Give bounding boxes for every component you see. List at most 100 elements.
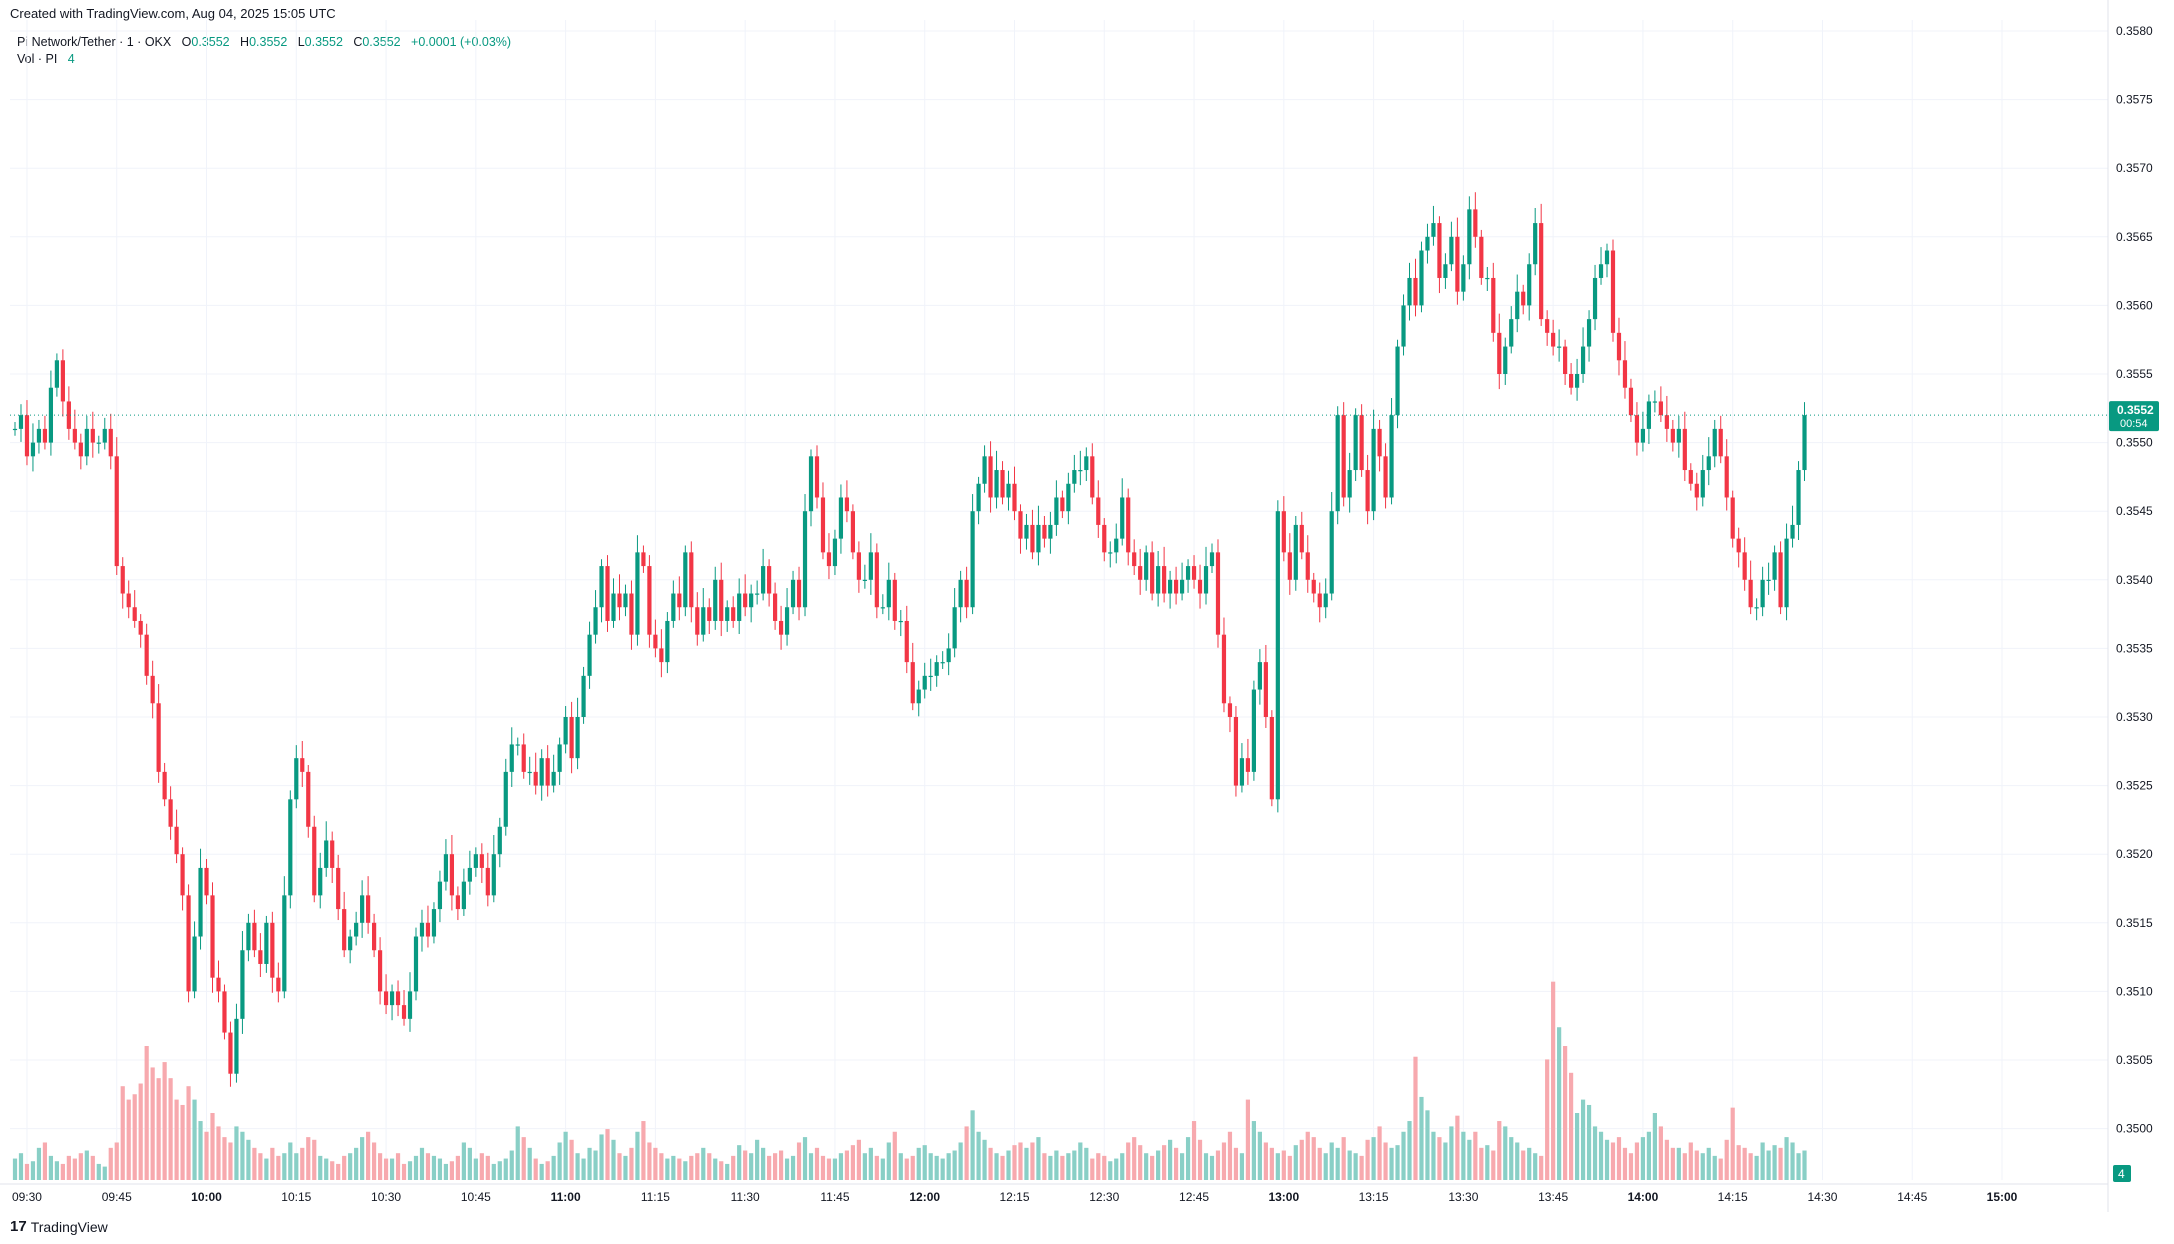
volume-bar [1287, 1155, 1292, 1180]
time-tick-label: 14:30 [1807, 1190, 1837, 1204]
volume-bar [210, 1113, 215, 1180]
watermark-created-text: Created with TradingView.com, Aug 04, 20… [10, 6, 336, 21]
candle-body [1084, 456, 1089, 471]
candle-body [240, 950, 245, 1019]
volume-bar [1317, 1147, 1322, 1180]
volume-bar [461, 1142, 466, 1180]
volume-bar [772, 1153, 778, 1180]
volume-bar [1473, 1131, 1478, 1180]
candle-body [1790, 524, 1795, 539]
candle-body [1335, 415, 1340, 512]
candle-body [874, 552, 879, 608]
price-axis[interactable]: 0.3580 0.3575 0.3570 0.3565 0.3560 0.3555 0.35… [2116, 24, 2153, 1136]
volume-bar [916, 1147, 921, 1180]
candle-body [826, 552, 832, 567]
volume-bar [24, 1163, 30, 1180]
tradingview-logo[interactable]: 17 TradingView [10, 1218, 108, 1235]
volume-bar [1736, 1145, 1741, 1180]
volume-bar [1688, 1142, 1693, 1180]
volume-bar [150, 1067, 155, 1180]
volume-bar [1173, 1147, 1179, 1180]
candle-body [1443, 264, 1448, 278]
volume-bar [330, 1161, 335, 1180]
candle-body [1042, 524, 1047, 539]
candle-body [270, 922, 275, 978]
candle-body [138, 620, 143, 635]
volume-bar [1598, 1131, 1604, 1180]
candle-body [1030, 524, 1035, 553]
volume-bar [563, 1131, 568, 1180]
candle-body [808, 456, 814, 512]
volume-bar [1162, 1145, 1167, 1180]
candle-body [324, 840, 329, 868]
volume-bar [749, 1153, 754, 1180]
candle-body [54, 360, 59, 388]
symbol-name[interactable]: Pi Network/Tether · 1 · OKX [17, 35, 172, 49]
candle-body [306, 771, 311, 827]
volume-bar [1156, 1150, 1161, 1180]
candle-body [1353, 415, 1358, 471]
volume-bar [1329, 1142, 1334, 1180]
volume-bar [90, 1155, 95, 1180]
volume-bar [306, 1137, 311, 1180]
volume-bar [1341, 1137, 1346, 1180]
volume-bar [1760, 1142, 1765, 1180]
price-change: +0.0001 (+0.03%) [411, 35, 512, 49]
candle-body [372, 922, 377, 951]
volume-bar [671, 1155, 676, 1180]
volume-bar [1724, 1139, 1729, 1180]
candle-body [749, 593, 754, 608]
candle-body [916, 689, 921, 704]
candle-body [988, 456, 993, 498]
volume-bar [1425, 1110, 1430, 1180]
volume-bar [515, 1126, 520, 1180]
candle-body [802, 511, 808, 608]
volume-bar [1712, 1155, 1717, 1180]
volume-bar [1389, 1147, 1394, 1180]
candle-body [1760, 579, 1765, 608]
candle-body [389, 991, 395, 1006]
volume-bar [30, 1161, 36, 1180]
candle-body [1521, 291, 1526, 306]
candle-body [1162, 566, 1167, 594]
price-tick-label: 0.3530 [2116, 710, 2153, 724]
close-label: C [353, 35, 363, 49]
volume-bar [683, 1161, 688, 1180]
candle-body [1604, 250, 1610, 265]
candle-body [1419, 250, 1424, 306]
candle-body [1586, 319, 1592, 347]
candle-body [653, 634, 658, 649]
candle-body [36, 428, 42, 443]
volume-bar [1227, 1131, 1233, 1180]
candle-body [1515, 291, 1520, 320]
volume-bar [162, 1062, 167, 1180]
candle-body [114, 456, 119, 567]
candle-body [288, 799, 293, 896]
volume-bar [246, 1139, 251, 1180]
candle-body [587, 634, 592, 676]
candle-body [12, 428, 18, 431]
candle-body [1766, 579, 1771, 581]
candle-body [1126, 497, 1131, 553]
volume-bar [1790, 1142, 1795, 1180]
candle-body [1173, 579, 1179, 594]
volume-bar [1120, 1153, 1125, 1180]
close-value: 0.3552 [362, 35, 401, 49]
candle-body [1449, 236, 1454, 265]
candle-body [1622, 360, 1628, 388]
volume-bar [1179, 1153, 1185, 1180]
volume-bar [707, 1153, 712, 1180]
volume-bar [761, 1147, 766, 1180]
volume-bar [940, 1158, 945, 1180]
candle-body [1467, 209, 1472, 265]
volume-bar [1401, 1131, 1406, 1180]
volume-bar [862, 1153, 867, 1180]
candle-body [1533, 223, 1538, 265]
volume-bar [1000, 1155, 1005, 1180]
volume-bar [731, 1155, 736, 1180]
time-axis[interactable]: 09:30 09:45 10:00 10:15 10:30 10:45 11:00 11:15… [12, 1190, 2018, 1204]
candle-body [1096, 497, 1101, 525]
candle-body [563, 717, 568, 745]
candle-body [838, 497, 844, 539]
